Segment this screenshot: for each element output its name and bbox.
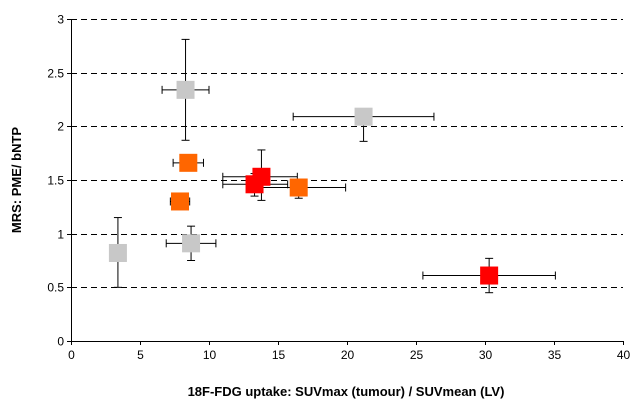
y-tick-label: 2 bbox=[57, 120, 64, 134]
x-tick-label: 20 bbox=[341, 348, 355, 362]
data-point bbox=[480, 266, 499, 285]
x-tick-label: 40 bbox=[617, 348, 631, 362]
data-point bbox=[176, 80, 195, 99]
x-tick-label: 35 bbox=[548, 348, 562, 362]
data-point bbox=[108, 243, 127, 262]
x-axis-label: 18F-FDG uptake: SUVmax (tumour) / SUVmea… bbox=[188, 384, 505, 399]
y-tick-labels: 0 0.5 1 1.5 2 2.5 3 bbox=[47, 13, 64, 349]
data-point bbox=[354, 107, 373, 126]
data-point bbox=[179, 153, 198, 172]
data-point bbox=[182, 234, 201, 253]
data-point bbox=[252, 167, 271, 186]
x-tick-label: 25 bbox=[410, 348, 424, 362]
grid-lines bbox=[71, 19, 623, 288]
x-tick-labels: 0 5 10 15 20 25 30 35 40 bbox=[68, 348, 630, 362]
y-axis-label: MRS: PME/ bNTP bbox=[9, 127, 24, 233]
y-tick-label: 0.5 bbox=[47, 281, 64, 295]
data-points bbox=[108, 80, 499, 285]
y-tick-label: 0 bbox=[57, 335, 64, 349]
y-tick-label: 3 bbox=[57, 13, 64, 27]
x-tick-label: 5 bbox=[137, 348, 144, 362]
y-tick-label: 1 bbox=[57, 228, 64, 242]
data-point bbox=[171, 192, 190, 211]
axes bbox=[67, 19, 624, 345]
x-tick-label: 15 bbox=[272, 348, 286, 362]
x-tick-label: 0 bbox=[68, 348, 75, 362]
x-tick-label: 10 bbox=[203, 348, 217, 362]
x-tick-label: 30 bbox=[479, 348, 493, 362]
y-tick-label: 1.5 bbox=[47, 174, 64, 188]
y-tick-label: 2.5 bbox=[47, 67, 64, 81]
data-point bbox=[289, 178, 308, 197]
